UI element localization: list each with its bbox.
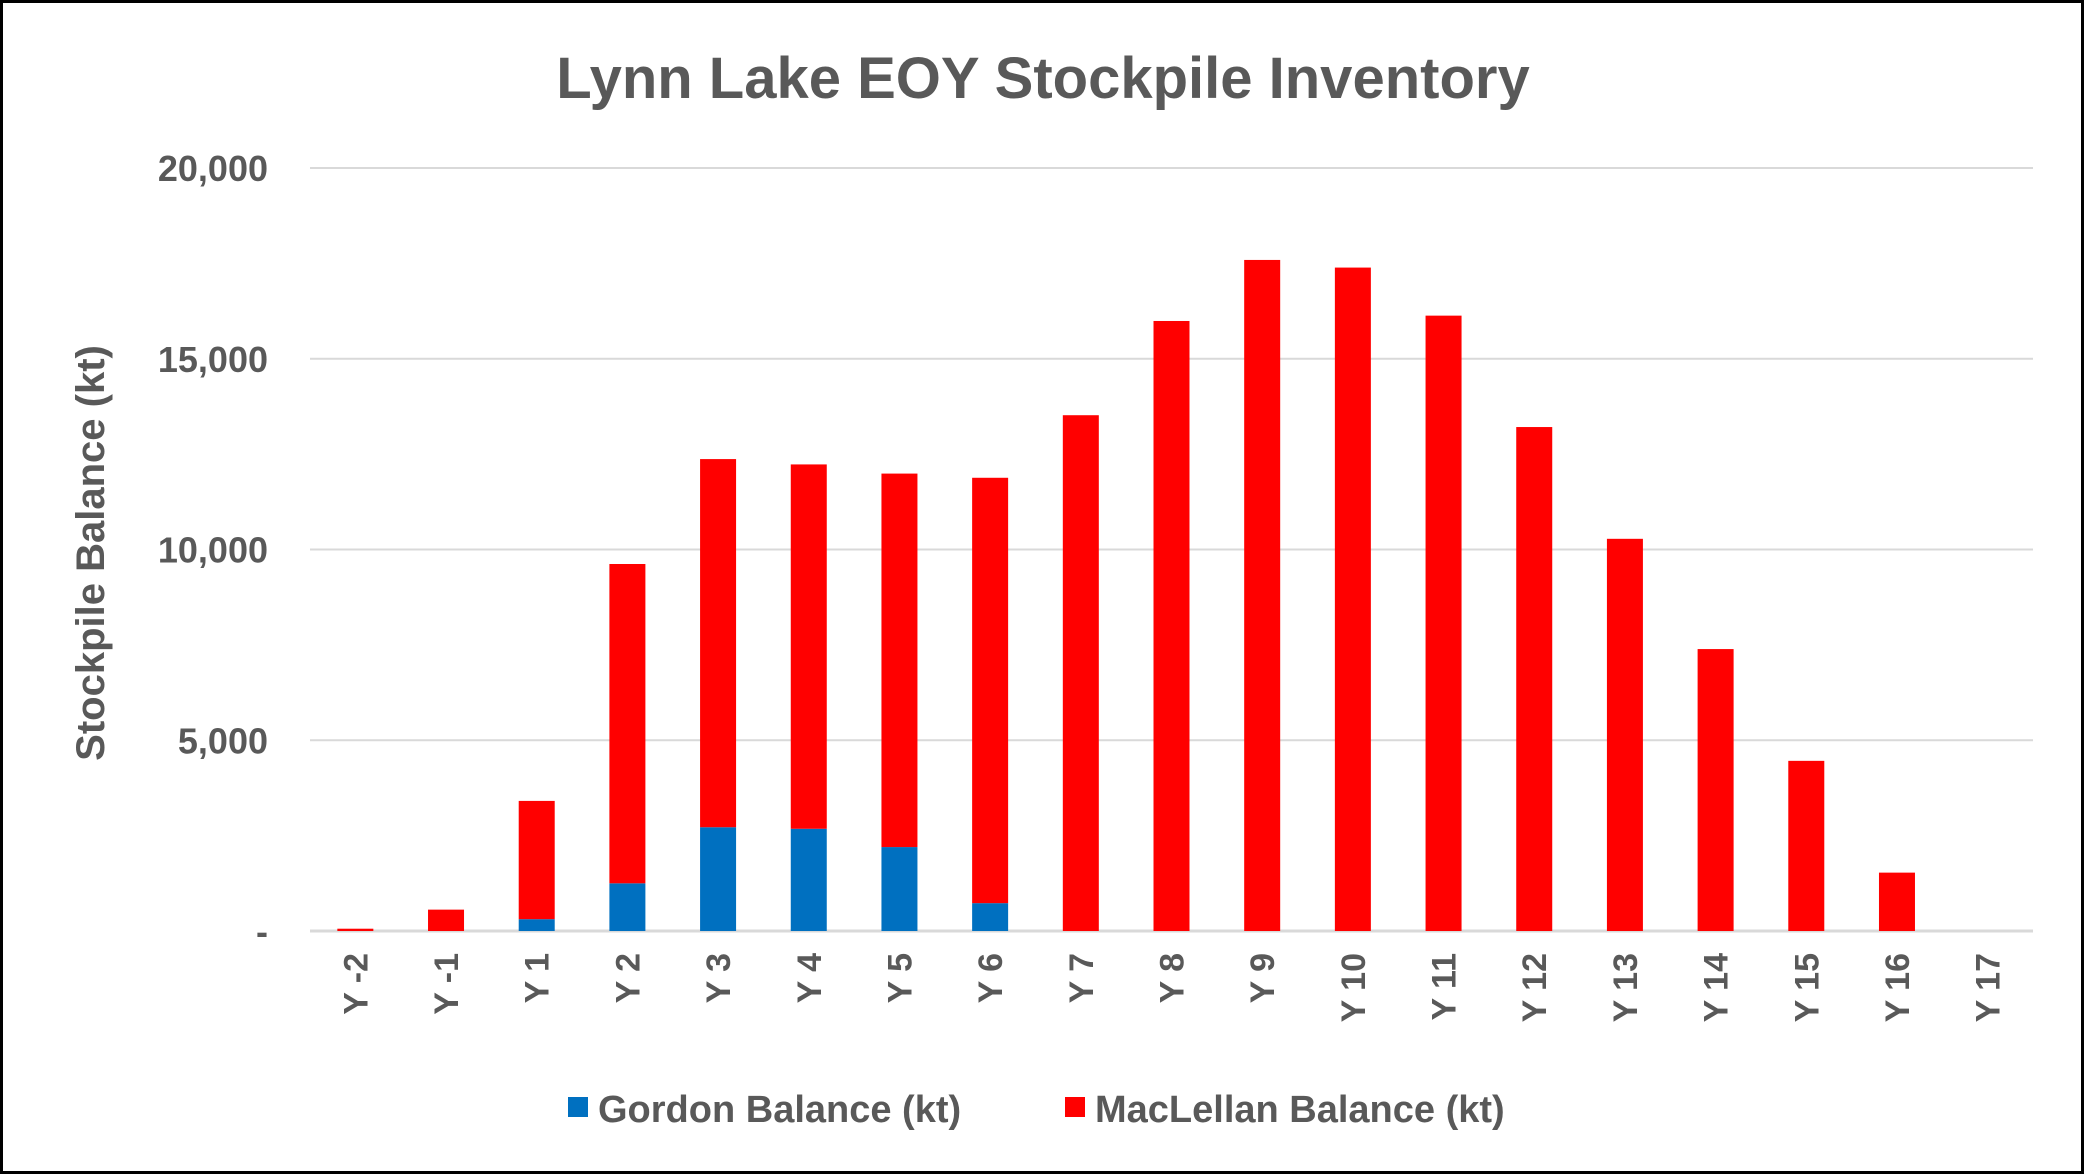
x-tick-label: Y 10 <box>1335 953 1373 1022</box>
bar-maclellan <box>1153 320 1190 931</box>
y-axis-label: Stockpile Balance (kt) <box>69 345 113 761</box>
y-tick-label: 10,000 <box>158 530 268 571</box>
x-tick-label: Y 15 <box>1788 953 1826 1022</box>
x-tick-label: Y -1 <box>428 953 466 1015</box>
chart-title: Lynn Lake EOY Stockpile Inventory <box>556 46 1529 111</box>
y-tick-label: 20,000 <box>158 148 268 189</box>
legend-label: MacLellan Balance (kt) <box>1095 1089 1505 1131</box>
bar-maclellan <box>972 477 1009 904</box>
x-tick-label: Y 12 <box>1516 953 1554 1022</box>
x-tick-label: Y 5 <box>881 953 919 1003</box>
x-tick-label: Y 4 <box>791 953 829 1004</box>
bar-maclellan <box>1697 649 1734 931</box>
bar-gordon <box>700 827 737 931</box>
bar-maclellan <box>1606 538 1643 931</box>
bar-maclellan <box>609 563 646 884</box>
bar-gordon <box>881 847 918 931</box>
bar-maclellan <box>1425 315 1462 931</box>
bar-gordon <box>518 919 555 931</box>
legend-label: Gordon Balance (kt) <box>598 1089 961 1131</box>
legend-swatch <box>1065 1097 1085 1117</box>
bar-maclellan <box>881 473 918 848</box>
bar-maclellan <box>1244 259 1281 931</box>
x-tick-label: Y 14 <box>1698 953 1736 1022</box>
x-tick-label: Y 1 <box>519 953 557 1003</box>
y-tick-label: - <box>256 911 268 952</box>
y-tick-label: 15,000 <box>158 339 268 380</box>
x-tick-label: Y 8 <box>1154 953 1192 1003</box>
bar-gordon <box>790 828 827 931</box>
x-tick-label: Y 2 <box>609 953 647 1003</box>
x-tick-label: Y 13 <box>1607 953 1645 1022</box>
bar-maclellan <box>1788 760 1825 931</box>
x-tick-label: Y 17 <box>1970 953 2008 1022</box>
legend-swatch <box>568 1097 588 1117</box>
bar-maclellan <box>428 909 465 931</box>
bar-maclellan <box>518 800 555 920</box>
bar-maclellan <box>1062 415 1099 931</box>
bar-maclellan <box>337 928 374 931</box>
bar-gordon <box>609 883 646 931</box>
x-tick-label: Y 16 <box>1879 953 1917 1022</box>
bar-maclellan <box>1878 872 1915 931</box>
x-tick-label: Y 6 <box>972 953 1010 1003</box>
x-tick-label: Y 7 <box>1063 953 1101 1003</box>
x-tick-label: Y 11 <box>1426 953 1464 1020</box>
bar-maclellan <box>790 464 827 829</box>
x-tick-label: Y -2 <box>337 953 375 1015</box>
y-tick-label: 5,000 <box>178 720 268 761</box>
bar-maclellan <box>1516 427 1553 931</box>
bar-maclellan <box>700 459 737 828</box>
stacked-bar-chart: Lynn Lake EOY Stockpile Inventory Stockp… <box>69 46 2033 1131</box>
x-tick-label: Y 3 <box>700 953 738 1003</box>
bar-maclellan <box>1334 267 1371 931</box>
bar-gordon <box>972 903 1009 931</box>
x-tick-label: Y 9 <box>1244 953 1282 1003</box>
